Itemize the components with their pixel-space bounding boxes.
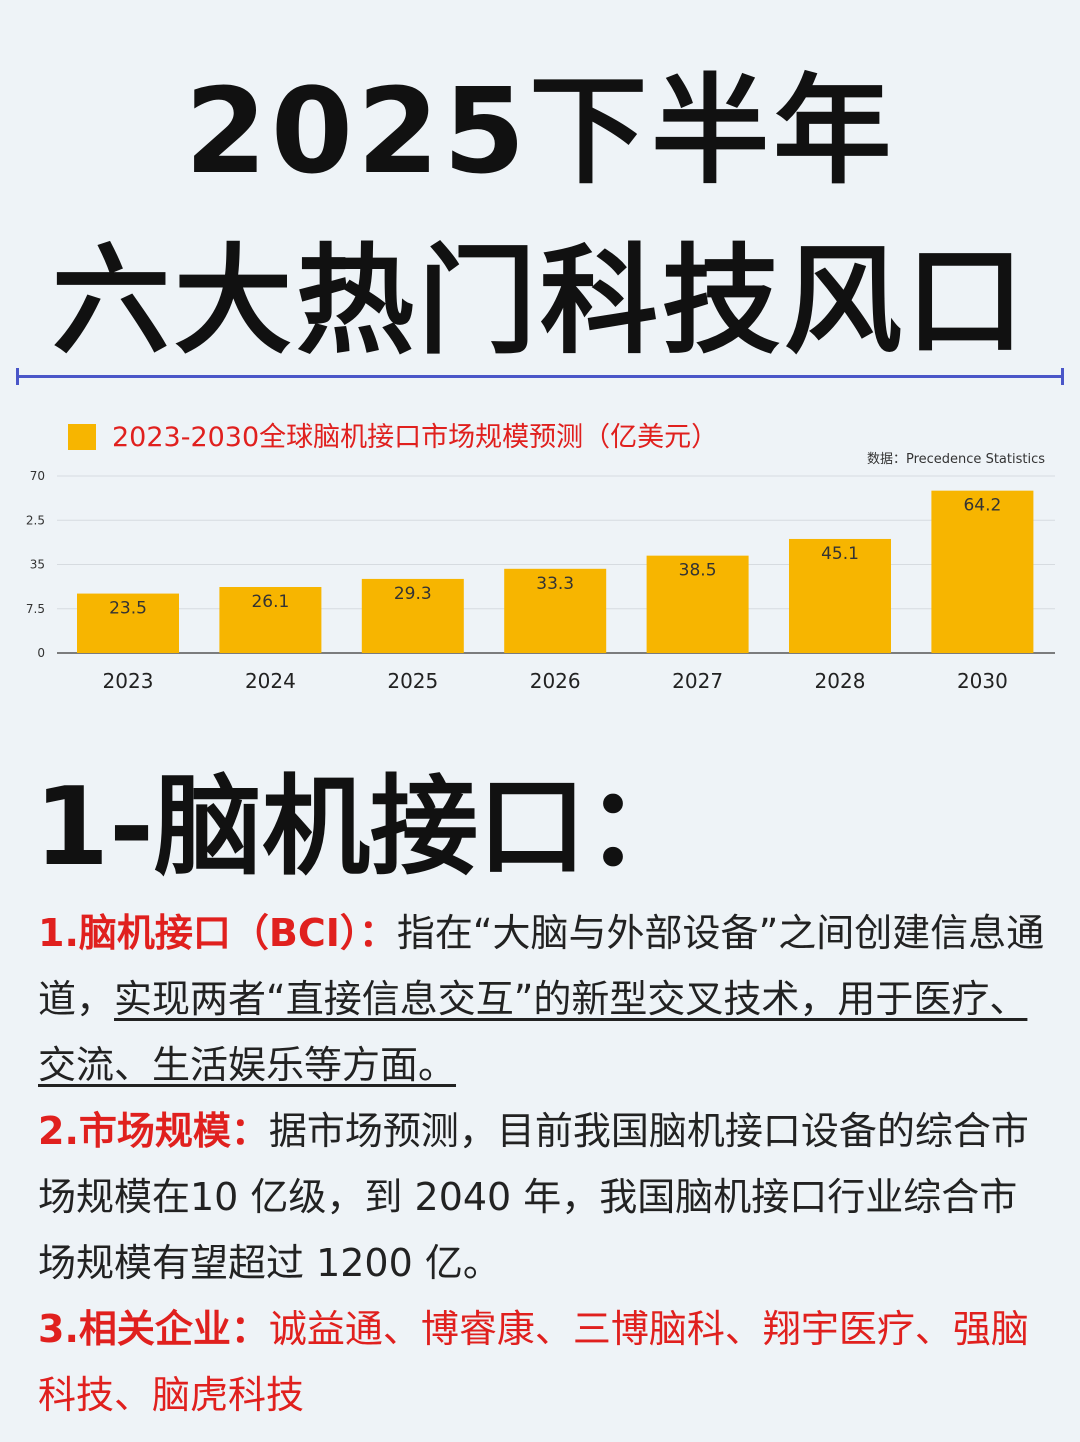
section-heading: 1-脑机接口： — [34, 765, 694, 890]
source: 数据：Precedence Statistics — [867, 452, 1045, 467]
item-text: 据市场预测，目前我国脑机接口设备的综合市场规模在10 亿级，到 2040 年，我… — [38, 1109, 1029, 1285]
data-label: 29.3 — [394, 584, 432, 604]
y-tick-label: 35 — [30, 558, 45, 572]
item-label: 3.相关企业： — [38, 1307, 269, 1351]
bar — [219, 587, 322, 653]
divider — [16, 368, 1064, 385]
bar — [77, 593, 179, 653]
item-label: 2.市场规模： — [38, 1109, 269, 1153]
title-line: 六大热门科技风口 — [51, 232, 1028, 370]
data-label: 23.5 — [109, 599, 147, 619]
legend-label: 2023-2030全球脑机接口市场规模预测（亿美元） — [112, 422, 718, 453]
y-tick-label: 2.5 — [26, 513, 45, 527]
x-tick-label: 2027 — [672, 669, 723, 693]
x-tick-label: 2024 — [245, 669, 296, 693]
x-tick-label: 2030 — [957, 669, 1008, 693]
y-tick-label: 70 — [30, 469, 45, 483]
bar — [504, 568, 607, 653]
item: 1.脑机接口（BCI）：指在“大脑与外部设备”之间创建信息通道，实现两者“直接信… — [38, 900, 1048, 1098]
bar — [361, 578, 464, 653]
item: 2.市场规模：据市场预测，目前我国脑机接口设备的综合市场规模在10 亿级，到 2… — [38, 1098, 1048, 1296]
data-label: 26.1 — [251, 592, 289, 612]
y-tick-label: 7.5 — [26, 602, 45, 616]
item-underlined: 实现两者“直接信息交互”的新型交叉技术，用于医疗、交流、生活娱乐等方面。 — [38, 977, 1028, 1087]
data-label: 33.3 — [536, 574, 574, 594]
data-label: 45.1 — [821, 544, 859, 564]
title-line: 2025下半年 — [184, 62, 896, 200]
item-list: 1.脑机接口（BCI）：指在“大脑与外部设备”之间创建信息通道，实现两者“直接信… — [38, 900, 1048, 1428]
data-label: 38.5 — [679, 561, 717, 581]
item-label: 1.脑机接口（BCI）： — [38, 911, 397, 955]
x-tick-label: 2026 — [530, 669, 581, 693]
bar — [789, 538, 891, 653]
item-highlight: 诚益通、博睿康、三博脑科、翔宇医疗、强脑科技、脑虎科技 — [38, 1307, 1029, 1417]
chart: 2023-2030全球脑机接口市场规模预测（亿美元） 数据：Precedence … — [26, 422, 1055, 693]
x-tick-label: 2025 — [387, 669, 438, 693]
item: 3.相关企业：诚益通、博睿康、三博脑科、翔宇医疗、强脑科技、脑虎科技 — [38, 1296, 1048, 1428]
data-label: 64.2 — [963, 496, 1001, 516]
legend-swatch — [68, 424, 96, 450]
x-tick-label: 2023 — [103, 669, 154, 693]
item-text: 指在“大脑与外部设备”之间创建信息通道， — [38, 911, 1045, 1021]
x-tick-label: 2028 — [815, 669, 866, 693]
bar — [931, 490, 1034, 653]
y-tick-label: 0 — [37, 646, 45, 660]
bar — [646, 555, 749, 653]
